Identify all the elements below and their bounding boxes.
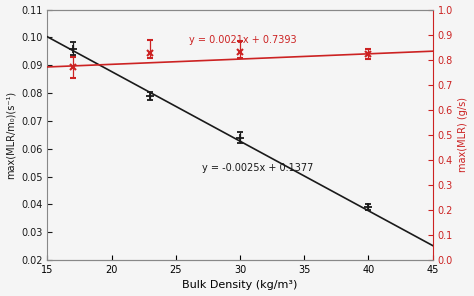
X-axis label: Bulk Density (kg/m³): Bulk Density (kg/m³) [182,280,298,290]
Text: y = 0.0021x + 0.7393: y = 0.0021x + 0.7393 [189,35,296,45]
Text: y = -0.0025x + 0.1377: y = -0.0025x + 0.1377 [201,163,313,173]
Y-axis label: max(MLR) (g/s): max(MLR) (g/s) [458,97,468,172]
Y-axis label: max(MLR/m₀)(s⁻¹): max(MLR/m₀)(s⁻¹) [6,91,16,179]
